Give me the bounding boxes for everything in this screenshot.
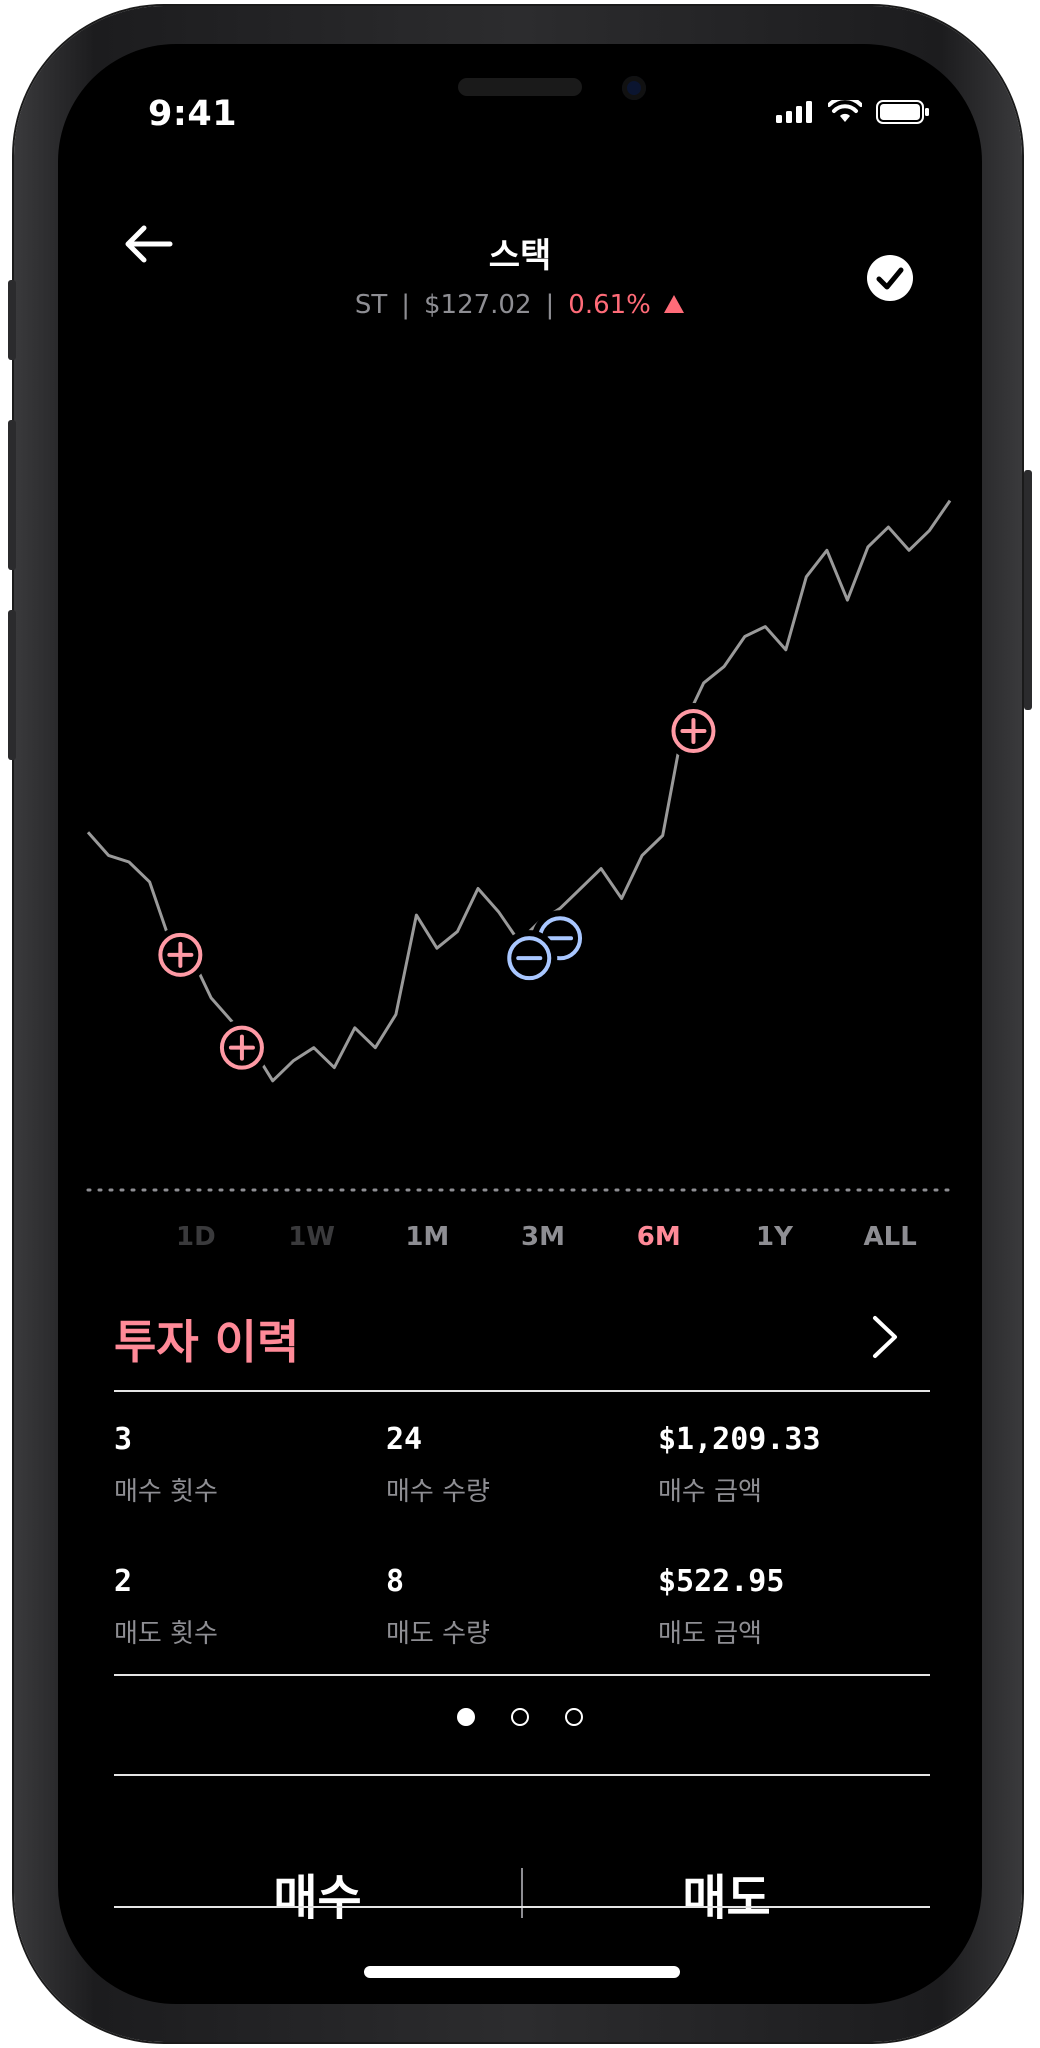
wifi-icon [828,100,862,122]
buy-button[interactable]: 매수 [273,1870,362,1926]
speaker [458,78,582,96]
sell-marker-icon[interactable] [501,930,558,987]
triangle-up-icon [664,295,685,313]
volume-up-button [8,420,16,570]
stat-value: 8 [386,1564,405,1599]
stat-value: 2 [114,1564,133,1599]
divider [114,1906,930,1908]
period-tab-1w[interactable]: 1W [288,1222,335,1252]
stat-value: 24 [386,1422,423,1457]
stat-label: 매수 수량 [386,1477,490,1507]
status-icons [776,100,930,124]
stat-buy-count: 3 매수 횟수 [114,1422,218,1508]
action-divider [521,1868,523,1918]
page-indicator [58,1708,982,1726]
period-tab-1y[interactable]: 1Y [755,1222,793,1252]
buy-marker-icon[interactable] [213,1019,270,1076]
stat-sell-count: 2 매도 횟수 [114,1564,218,1650]
stat-value: $1,209.33 [658,1422,821,1457]
current-price: $127.02 [423,290,532,320]
stat-label: 매도 금액 [658,1619,762,1649]
stat-label: 매도 횟수 [114,1619,218,1649]
home-indicator[interactable] [364,1966,680,1978]
status-time: 9:41 [148,94,238,134]
price-chart[interactable] [58,44,982,1244]
header: 스택 ST | $127.02 | 0.61% [58,184,982,324]
divider [114,1774,930,1776]
history-title: 투자 이력 [114,1315,300,1369]
page-title: 스택 [488,236,552,276]
price-change: 0.61% [568,290,651,320]
period-tab-1m[interactable]: 1M [405,1222,450,1252]
period-tab-3m[interactable]: 3M [521,1222,565,1252]
divider [114,1390,930,1392]
period-selector: 1D 1W 1M 3M 6M 1Y ALL [138,1222,948,1252]
price-line [86,499,952,1083]
battery-icon [876,100,929,124]
signal-icon [776,101,812,123]
stat-label: 매도 수량 [386,1619,490,1649]
stat-label: 매수 금액 [658,1477,762,1507]
volume-down-button [8,610,16,760]
buy-marker-icon[interactable] [665,703,722,760]
period-tab-all[interactable]: ALL [863,1222,917,1252]
period-tab-6m[interactable]: 6M [636,1222,681,1252]
buy-marker-icon[interactable] [152,926,209,983]
screen: 9:41 스택 ST | $127.02 | 0.61% [58,44,982,2004]
price-summary: ST | $127.02 | 0.61% [58,290,982,320]
stat-label: 매수 횟수 [114,1477,218,1507]
period-tab-1d[interactable]: 1D [176,1222,216,1252]
stat-sell-amount: $522.95 매도 금액 [658,1564,784,1650]
page-dot[interactable] [457,1708,475,1726]
arrow-left-icon[interactable] [122,224,174,264]
front-camera [622,76,646,100]
stat-value: 3 [114,1422,133,1457]
ticker-symbol: ST [354,290,388,320]
stat-buy-quantity: 24 매수 수량 [386,1422,490,1508]
page-dot[interactable] [565,1708,583,1726]
sell-button[interactable]: 매도 [682,1870,771,1926]
page-dot[interactable] [511,1708,529,1726]
chevron-right-icon[interactable] [870,1314,900,1360]
action-bar: 매수 매도 [114,1828,930,1958]
side-button [1024,470,1032,710]
stat-sell-quantity: 8 매도 수량 [386,1564,490,1650]
check-circle-icon[interactable] [866,254,914,302]
divider [114,1674,930,1676]
mute-switch [8,280,16,360]
stat-buy-amount: $1,209.33 매수 금액 [658,1422,821,1508]
stat-value: $522.95 [658,1564,785,1599]
